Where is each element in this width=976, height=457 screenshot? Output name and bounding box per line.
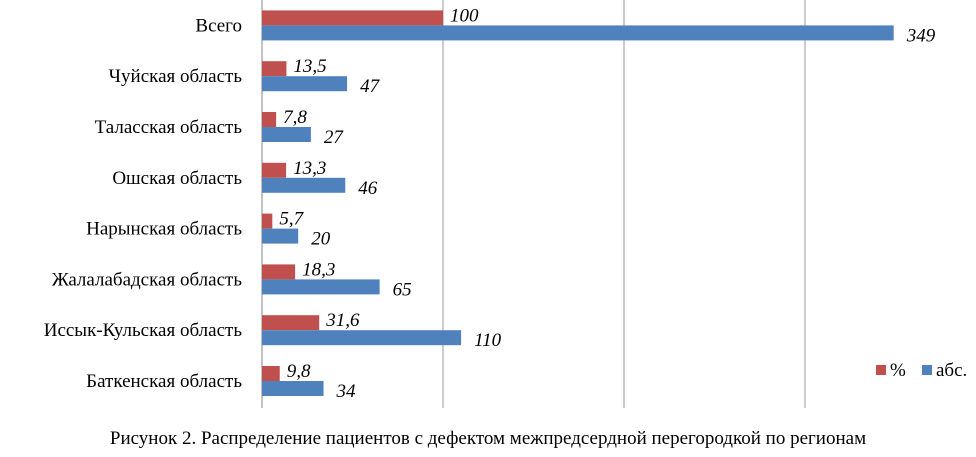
data-label-percent: 9,8: [287, 361, 311, 382]
figure-caption: Рисунок 2. Распределение пациентов с деф…: [109, 428, 867, 449]
category-label: Нарынская область: [86, 219, 242, 240]
category-label: Чуйская область: [109, 66, 243, 87]
legend-label: абс.: [936, 360, 967, 381]
data-label-absolute: 27: [324, 127, 345, 148]
data-label-absolute: 110: [474, 330, 502, 351]
legend-swatch: [922, 365, 932, 375]
data-label-percent: 31,6: [325, 310, 360, 331]
data-label-percent: 100: [450, 5, 479, 26]
category-label: Иссык-Кульская область: [44, 320, 243, 341]
category-label: Жалалабадская область: [52, 269, 243, 290]
bars: [262, 10, 894, 396]
category-label: Ошская область: [112, 168, 242, 189]
data-label-absolute: 65: [393, 279, 412, 300]
bar-percent: [262, 162, 287, 178]
bar-absolute: [262, 228, 299, 244]
legend-swatch: [876, 365, 886, 375]
legend-label: %: [890, 360, 906, 381]
bar-absolute: [262, 127, 311, 142]
value-labels: 100 349 13,5 47 7,8 27 13,3 46 5,7 20 18,3 65 31,6 11…: [279, 5, 935, 402]
data-label-absolute: 20: [311, 229, 331, 250]
data-label-percent: 13,3: [293, 158, 326, 179]
bar-percent: [262, 213, 273, 229]
bar-percent: [262, 61, 287, 77]
category-label: Баткенская область: [86, 371, 242, 392]
data-label-percent: 13,5: [293, 56, 326, 77]
bar-percent: [262, 112, 277, 127]
data-label-absolute: 47: [360, 76, 381, 97]
data-label-absolute: 34: [336, 381, 357, 402]
bar-absolute: [262, 25, 894, 41]
bar-absolute: [262, 381, 324, 396]
bar-percent: [262, 10, 443, 26]
category-label: Таласская область: [95, 117, 243, 138]
bar-percent: [262, 366, 280, 381]
bar-absolute: [262, 177, 346, 193]
bar-percent: [262, 315, 320, 331]
category-label: Всего: [195, 15, 242, 36]
bar-absolute: [262, 330, 462, 346]
data-label-absolute: 349: [906, 25, 936, 46]
bar-percent: [262, 264, 296, 280]
gridlines: [261, 0, 806, 408]
category-labels: Всего Чуйская область Таласская область Ошс…: [44, 15, 243, 392]
data-label-absolute: 46: [358, 178, 378, 199]
data-label-percent: 5,7: [279, 209, 304, 230]
data-label-percent: 7,8: [283, 107, 307, 128]
bar-chart: Всего Чуйская область Таласская область Ошс…: [44, 0, 967, 408]
bar-absolute: [262, 279, 380, 295]
bar-absolute: [262, 76, 348, 92]
legend: % абс.: [876, 360, 967, 381]
data-label-percent: 18,3: [302, 259, 335, 280]
